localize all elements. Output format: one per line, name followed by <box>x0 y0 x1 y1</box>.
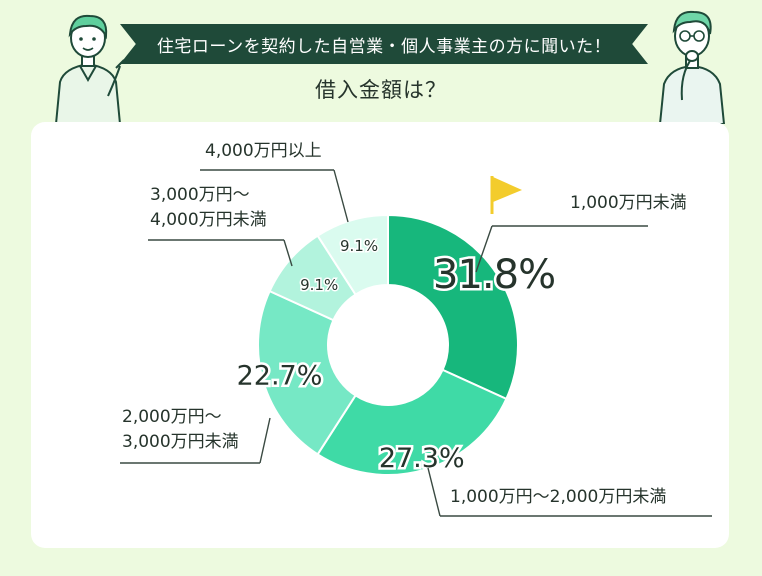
category-label-3-line-2: 3,000万円未満 <box>122 432 239 452</box>
leader-line-2 <box>427 467 441 517</box>
category-label-5: 4,000万円以上 <box>205 141 322 161</box>
leader-line-4 <box>283 239 293 267</box>
person-right-illustration <box>658 10 726 124</box>
title-banner: 住宅ローンを契約した自営業・個人事業主の方に聞いた！ <box>120 24 648 64</box>
value-label-2: 27.3% <box>379 443 465 474</box>
banner-title: 住宅ローンを契約した自営業・個人事業主の方に聞いた！ <box>156 36 612 57</box>
chart-card <box>31 122 729 548</box>
person-left-illustration <box>54 14 125 124</box>
category-label-1: 1,000万円未満 <box>570 193 687 213</box>
donut-slice-3 <box>257 289 357 456</box>
value-label-3: 22.7% <box>237 360 323 391</box>
value-label-4: 9.1% <box>300 276 338 294</box>
flag-icon <box>493 177 522 202</box>
category-label-4-line-1: 3,000万円〜 <box>150 185 250 205</box>
value-label-5: 9.1% <box>340 237 378 255</box>
donut-slice-5 <box>316 213 389 296</box>
category-label-3-line-1: 2,000万円〜 <box>122 407 222 427</box>
donut-slice-2 <box>316 368 508 476</box>
donut-slice-1 <box>387 213 519 401</box>
category-label-4-line-2: 4,000万円未満 <box>150 210 267 230</box>
value-label-1: 31.8% <box>433 252 555 298</box>
leader-line-5 <box>333 169 349 223</box>
leader-line-3 <box>259 417 271 464</box>
leader-line-1 <box>475 225 493 273</box>
category-label-2: 1,000万円〜2,000万円未満 <box>450 487 666 507</box>
chart-question: 借入金額は？ <box>315 78 447 102</box>
